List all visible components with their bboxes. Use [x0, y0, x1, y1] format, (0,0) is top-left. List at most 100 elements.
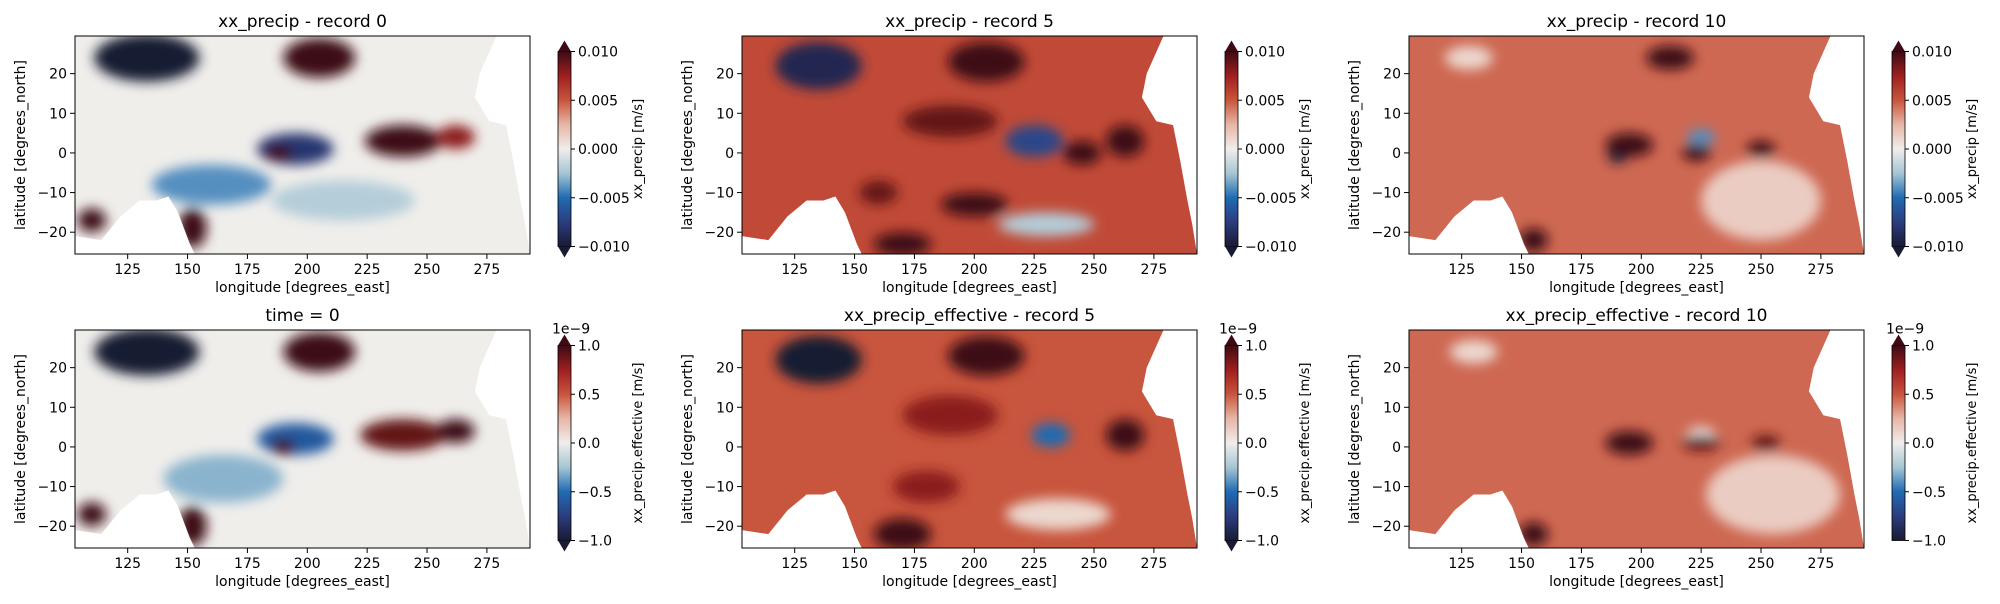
colorbar-label: xx_precip [m/s]: [1298, 99, 1313, 199]
anomaly-blob: [1682, 145, 1711, 161]
anomaly-blob: [873, 232, 932, 254]
y-axis-label: latitude [degrees_north]: [13, 354, 29, 524]
x-tick-label: 150: [841, 262, 868, 278]
colorbar-tick-label: −1.0: [1912, 534, 1946, 550]
colorbar-tick-label: 0.5: [1245, 387, 1267, 403]
colorbar-extend-max: [558, 334, 571, 346]
anomaly-blob: [1062, 141, 1102, 165]
anomaly-blob: [283, 37, 356, 78]
colorbar-tick-label: −0.010: [1245, 240, 1297, 256]
anomaly-blob: [1607, 150, 1627, 163]
colorbar-tick-label: 0.010: [1245, 45, 1285, 61]
colorbar-extend-max: [1892, 334, 1905, 346]
anomaly-blob: [264, 145, 293, 161]
x-tick-label: 125: [781, 556, 808, 572]
land-mask: [1409, 196, 1529, 254]
y-tick-label: −10: [1371, 186, 1401, 202]
anomaly-blob: [359, 419, 447, 451]
colorbar-exponent: 1e−9: [1219, 322, 1257, 338]
land-mask: [1808, 330, 1864, 548]
colorbar-tick-label: 0.0: [1912, 436, 1934, 452]
x-tick-label: 275: [474, 262, 501, 278]
x-tick-label: 200: [294, 556, 321, 572]
plot-frame: [1408, 329, 1865, 549]
colorbar-tick-label: 0.5: [578, 387, 600, 403]
y-tick-label: −20: [704, 519, 734, 535]
x-tick-label: 150: [174, 556, 201, 572]
plot-frame: [741, 329, 1198, 549]
x-tick-label: 250: [1748, 556, 1775, 572]
colorbar-tick-label: −0.5: [578, 485, 612, 501]
anomaly-blob: [94, 36, 200, 82]
x-tick-label: 125: [114, 262, 141, 278]
anomaly-blob: [94, 330, 200, 376]
x-tick-label: 175: [901, 556, 928, 572]
colorbar-tick-label: −1.0: [1245, 534, 1279, 550]
anomaly-blob: [1519, 228, 1548, 253]
x-tick-label: 225: [1021, 262, 1048, 278]
colorbar-tick-label: −0.5: [1245, 485, 1279, 501]
plot-frame: [74, 35, 531, 255]
land-mask: [1808, 36, 1864, 254]
y-tick-label: −20: [1371, 519, 1401, 535]
colorbar-gradient: [1225, 345, 1238, 541]
x-tick-label: 250: [414, 556, 441, 572]
colorbar-tick-label: −0.010: [578, 240, 630, 256]
y-tick-label: 10: [716, 106, 734, 122]
colorbar-tick-label: −0.005: [578, 191, 630, 207]
y-tick-label: 10: [716, 400, 734, 416]
x-tick-label: 225: [354, 556, 381, 572]
y-tick-label: 0: [725, 440, 734, 456]
x-tick-label: 150: [174, 262, 201, 278]
colorbar-tick-label: 0.000: [1912, 142, 1952, 158]
plot-frame: [74, 329, 531, 549]
anomaly-blob: [436, 125, 475, 149]
plot-frame: [741, 35, 1198, 255]
anomaly-blob: [1106, 125, 1145, 157]
y-tick-label: 10: [1383, 400, 1401, 416]
colorbar-extend-max: [558, 40, 571, 52]
x-axis-label: longitude [degrees_east]: [215, 574, 390, 590]
anomaly-blob: [775, 335, 862, 384]
x-tick-label: 125: [781, 262, 808, 278]
x-tick-label: 250: [1081, 262, 1108, 278]
colorbar-label: xx_precip [m/s]: [1965, 99, 1980, 199]
anomaly-blob: [947, 41, 1025, 82]
y-tick-label: 10: [1383, 106, 1401, 122]
anomaly-blob: [271, 439, 296, 455]
panel-title: time = 0: [265, 306, 339, 326]
land-mask: [75, 196, 195, 254]
y-tick-label: −20: [1371, 225, 1401, 241]
y-axis-label: latitude [degrees_north]: [680, 60, 696, 230]
x-axis-label: longitude [degrees_east]: [1549, 574, 1724, 590]
y-tick-label: 20: [1383, 67, 1401, 83]
colorbar-tick-label: −0.5: [1912, 485, 1946, 501]
colorbar-gradient: [1892, 51, 1905, 247]
colorbar-tick-label: 1.0: [1245, 339, 1267, 355]
colorbar-tick-label: 0.005: [1245, 93, 1285, 109]
y-tick-label: 20: [49, 67, 67, 83]
panel-title: xx_precip - record 0: [218, 12, 387, 32]
heatmap-panel-5: xx_precip_effective - record 10 125 150 175…: [1347, 306, 1980, 590]
colorbar-tick-label: −0.010: [1912, 240, 1964, 256]
anomaly-blob: [1686, 129, 1716, 145]
x-tick-label: 225: [1688, 556, 1715, 572]
colorbar: 0.010 0.005 0.000 −0.005 −0.010 xx_precip [m/…: [1891, 40, 1980, 258]
colorbar: 1.0 0.5 0.0 −0.5 −1.0 1e−9 xx_precip.effective…: [552, 322, 646, 552]
colorbar-extend-max: [1225, 40, 1238, 52]
colorbar-gradient: [558, 51, 571, 247]
x-tick-label: 125: [1448, 262, 1475, 278]
y-tick-label: −20: [704, 225, 734, 241]
colorbar-extend-max: [1892, 40, 1905, 52]
anomaly-blob: [436, 419, 475, 443]
x-tick-label: 225: [1021, 556, 1048, 572]
anomaly-blob: [859, 180, 898, 205]
x-axis-label: longitude [degrees_east]: [882, 574, 1057, 590]
y-axis-label: latitude [degrees_north]: [13, 60, 29, 230]
land-mask: [1409, 490, 1529, 548]
x-tick-label: 200: [961, 556, 988, 572]
colorbar-extend-min: [1225, 540, 1238, 552]
x-axis-label: longitude [degrees_east]: [882, 280, 1057, 296]
